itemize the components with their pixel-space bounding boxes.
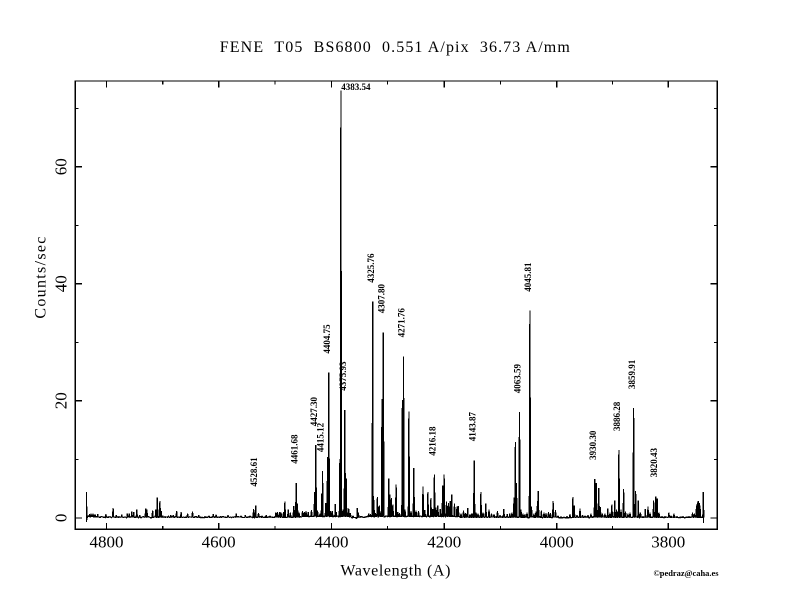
svg-text:4461.68: 4461.68 <box>289 434 299 464</box>
svg-text:4375.93: 4375.93 <box>338 361 348 391</box>
svg-text:4307.80: 4307.80 <box>377 284 387 314</box>
svg-text:Wavelength (A): Wavelength (A) <box>340 563 450 580</box>
svg-text:4271.76: 4271.76 <box>397 308 407 338</box>
svg-text:4143.87: 4143.87 <box>467 412 477 442</box>
svg-text:20: 20 <box>52 392 71 409</box>
svg-text:4600: 4600 <box>202 533 236 552</box>
svg-text:4400: 4400 <box>315 533 349 552</box>
svg-text:3930.30: 3930.30 <box>588 430 598 460</box>
svg-text:4528.61: 4528.61 <box>249 457 259 487</box>
svg-text:4415.12: 4415.12 <box>316 422 326 452</box>
svg-text:4000: 4000 <box>540 533 574 552</box>
svg-text:4404.75: 4404.75 <box>322 324 332 354</box>
svg-text:60: 60 <box>52 158 71 175</box>
svg-text:4200: 4200 <box>427 533 461 552</box>
svg-text:©pedraz@caha.es: ©pedraz@caha.es <box>654 568 720 578</box>
svg-text:3859.91: 3859.91 <box>627 359 637 389</box>
svg-text:Counts/sec: Counts/sec <box>33 237 50 319</box>
svg-text:4063.59: 4063.59 <box>513 363 523 393</box>
svg-text:4800: 4800 <box>90 533 124 552</box>
svg-text:4383.54: 4383.54 <box>341 82 371 92</box>
svg-text:3820.43: 3820.43 <box>649 448 659 478</box>
svg-text:3800: 3800 <box>651 533 685 552</box>
svg-text:4325.76: 4325.76 <box>366 253 376 283</box>
svg-text:4216.18: 4216.18 <box>428 426 438 456</box>
svg-text:4045.81: 4045.81 <box>523 262 533 292</box>
svg-text:0: 0 <box>52 514 71 523</box>
svg-text:FENE T05 BS6800 0.551 A/pix: FENE T05 BS6800 0.551 A/pix 36.73 A/mm <box>220 39 571 56</box>
svg-text:4427.30: 4427.30 <box>309 396 319 426</box>
svg-text:3886.28: 3886.28 <box>612 401 622 431</box>
svg-text:40: 40 <box>52 275 71 292</box>
